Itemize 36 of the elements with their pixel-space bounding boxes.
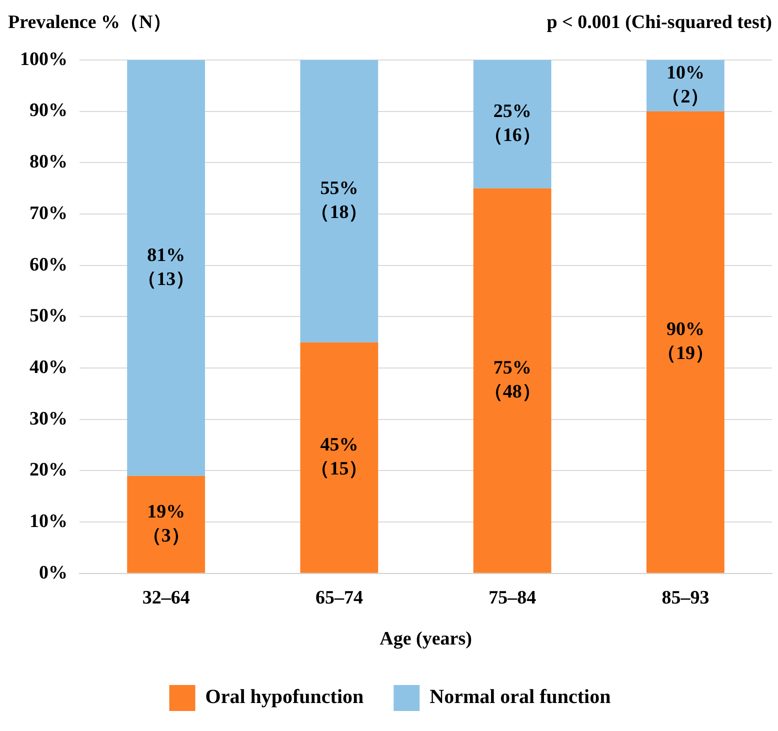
data-label: 25% （16） [484, 101, 541, 146]
x-tick-label: 32–64 [142, 588, 190, 609]
y-tick-label: 20% [30, 460, 68, 481]
x-axis-title: Age (years) [380, 628, 472, 650]
y-tick-label: 100% [20, 48, 68, 70]
y-tick-label: 0% [39, 562, 68, 584]
bar [127, 60, 206, 476]
x-tick-label: 85–93 [662, 588, 710, 609]
x-tick-label: 75–84 [488, 588, 537, 609]
bar [300, 342, 378, 573]
data-label: 75% （48） [484, 358, 541, 403]
y-tick-label: 70% [30, 202, 68, 224]
data-label: 90% （19） [656, 319, 714, 364]
bar [300, 60, 378, 342]
y-tick-label: 10% [30, 510, 68, 532]
y-axis-title: Prevalence %（N） [8, 12, 172, 33]
data-label: 45% （15） [310, 434, 368, 480]
data-label: 19% （3） [142, 501, 190, 546]
y-tick-label: 90% [30, 100, 68, 122]
text: p < 0.001 (Chi-squared test) [546, 12, 772, 33]
y-tick-label: 60% [30, 254, 68, 276]
bar [473, 188, 552, 573]
bar [646, 60, 724, 112]
data-label: 10% （2） [662, 62, 710, 108]
bar [646, 111, 724, 573]
y-tick-label: 80% [30, 152, 68, 173]
y-tick-label: 50% [30, 306, 68, 327]
y-tick-label: 30% [30, 408, 68, 430]
legend-label: Normal oral function [430, 686, 611, 708]
bar [127, 476, 206, 573]
legend-label: Oral hypofunction [205, 686, 364, 708]
data-label: 81% （13） [138, 244, 195, 290]
x-tick-label: 65–74 [315, 588, 364, 609]
y-tick-label: 40% [30, 356, 68, 378]
bar [473, 60, 552, 188]
data-label: 55% （18） [310, 178, 368, 224]
